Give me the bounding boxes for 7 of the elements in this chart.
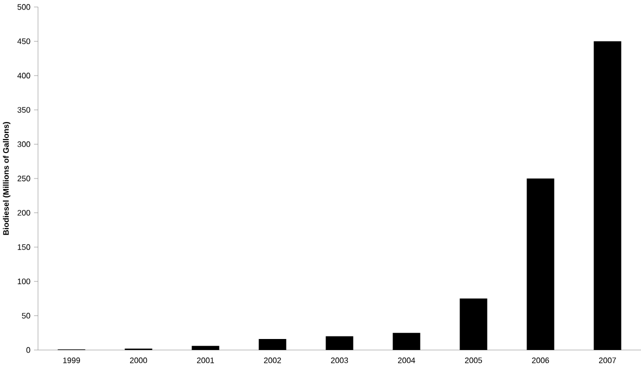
- bar: [526, 178, 554, 350]
- bar: [460, 298, 488, 350]
- bar: [192, 346, 220, 350]
- bar: [326, 336, 354, 350]
- bar: [594, 41, 622, 350]
- bar: [392, 332, 420, 350]
- bar: [258, 339, 286, 350]
